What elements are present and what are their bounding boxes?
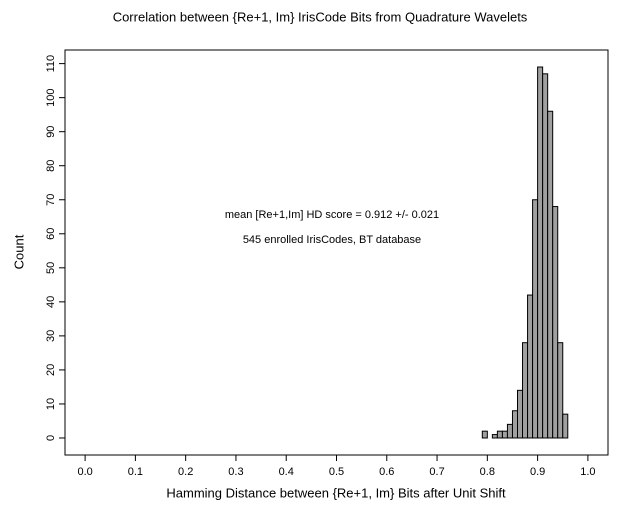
x-tick-label: 0.9 — [530, 466, 545, 478]
bar — [537, 66, 544, 439]
y-tick-label: 0 — [45, 435, 57, 441]
annotation: 545 enrolled IrisCodes, BT database — [243, 234, 421, 246]
chart-title: Correlation between {Re+1, Im} IrisCode … — [113, 9, 528, 24]
x-tick-label: 0.1 — [128, 466, 143, 478]
x-axis-label: Hamming Distance between {Re+1, Im} Bits… — [166, 485, 506, 500]
bar — [496, 430, 503, 439]
y-tick-label: 110 — [45, 55, 57, 73]
annotation: mean [Re+1,Im] HD score = 0.912 +/- 0.02… — [225, 209, 439, 221]
bar — [552, 206, 559, 439]
x-tick-label: 1.0 — [580, 466, 595, 478]
bar — [491, 434, 498, 439]
bar — [532, 199, 539, 439]
y-tick-label: 60 — [45, 228, 57, 240]
bar — [562, 413, 569, 439]
bar — [517, 389, 524, 439]
x-tick-label: 0.4 — [279, 466, 294, 478]
bar — [481, 430, 488, 439]
x-tick-label: 0.0 — [77, 466, 92, 478]
y-tick-label: 40 — [45, 296, 57, 308]
bar — [506, 423, 513, 439]
y-axis-label: Count — [11, 234, 26, 269]
y-tick-label: 70 — [45, 194, 57, 206]
bar — [547, 110, 554, 439]
x-tick-label: 0.3 — [228, 466, 243, 478]
y-tick-label: 30 — [45, 330, 57, 342]
bar — [542, 73, 549, 439]
y-tick-label: 100 — [45, 88, 57, 106]
bar — [557, 342, 564, 439]
bar — [511, 410, 519, 439]
x-tick-label: 0.7 — [429, 466, 444, 478]
bar — [522, 342, 529, 439]
x-tick-label: 0.6 — [379, 466, 394, 478]
y-tick-label: 80 — [45, 160, 57, 172]
bar — [501, 430, 508, 439]
bar — [527, 294, 534, 439]
y-tick-label: 10 — [45, 398, 57, 410]
y-tick-label: 50 — [45, 262, 57, 274]
x-tick-label: 0.8 — [480, 466, 495, 478]
x-tick-label: 0.2 — [178, 466, 193, 478]
y-tick-label: 90 — [45, 126, 57, 138]
y-tick-label: 20 — [45, 364, 57, 376]
x-tick-label: 0.5 — [329, 466, 344, 478]
